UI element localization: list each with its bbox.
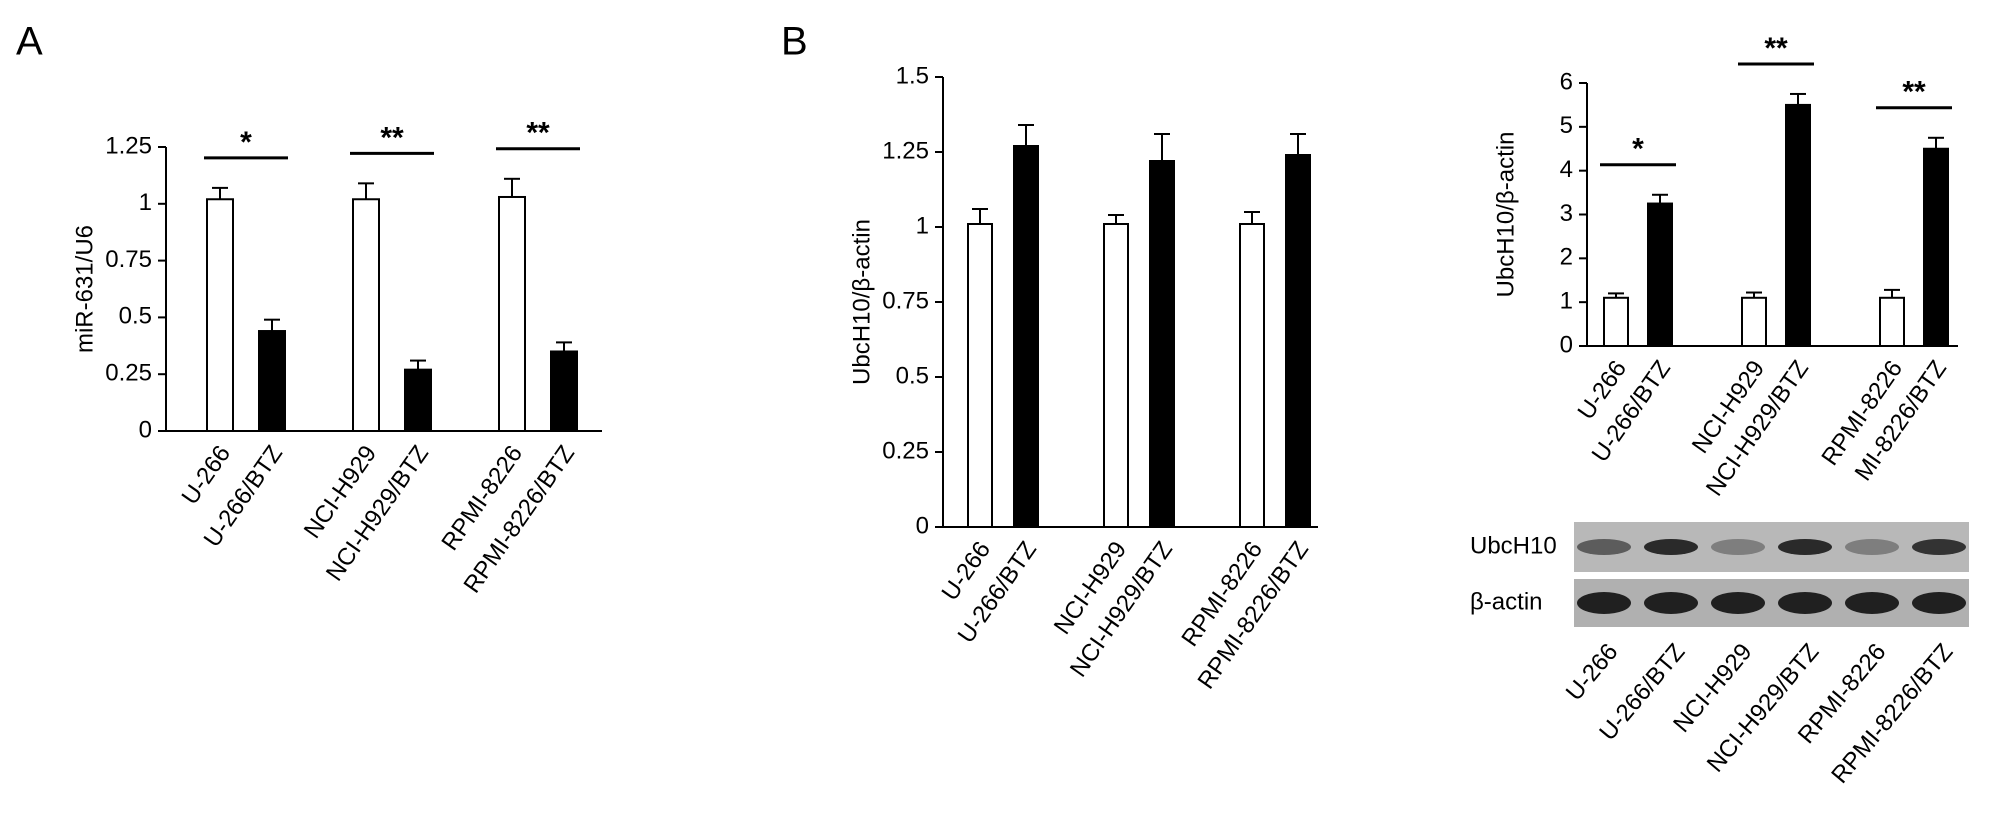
y-tick-label: 2 xyxy=(1560,244,1573,271)
bar xyxy=(1603,296,1629,347)
bar xyxy=(1013,145,1039,528)
blot-row-label: β-actin xyxy=(1470,588,1543,615)
y-tick-label: 0.75 xyxy=(882,287,929,314)
bar xyxy=(1741,296,1767,347)
significance-label: ** xyxy=(1764,32,1788,65)
bar xyxy=(1285,154,1311,528)
bar xyxy=(352,198,380,432)
y-tick-label: 0.5 xyxy=(896,362,929,389)
band xyxy=(1845,592,1899,614)
y-tick-label: 0 xyxy=(916,512,929,539)
bar xyxy=(1923,147,1949,347)
y-tick-label: 1.25 xyxy=(105,132,152,159)
western-blot: UbcH10β-actinU-266U-266/BTZNCI-H929NCI-H… xyxy=(1470,522,1969,789)
band xyxy=(1778,592,1832,614)
band xyxy=(1912,592,1966,614)
bar xyxy=(1239,223,1265,528)
panel-label: A xyxy=(16,20,43,64)
y-tick-label: 5 xyxy=(1560,112,1573,139)
bar xyxy=(967,223,993,528)
bar xyxy=(498,195,526,432)
y-tick-label: 0.75 xyxy=(105,246,152,273)
lane-label: U-266 xyxy=(1561,639,1624,706)
significance-label: ** xyxy=(1902,76,1926,109)
band xyxy=(1912,539,1966,555)
y-tick-label: 0 xyxy=(139,416,152,443)
lane-label: RPMI-8226/BTZ xyxy=(1826,639,1958,789)
y-tick-label: 1 xyxy=(1560,288,1573,315)
y-tick-label: 1.25 xyxy=(882,137,929,164)
significance-label: ** xyxy=(526,117,550,150)
y-tick-label: 1 xyxy=(916,212,929,239)
y-tick-label: 0.5 xyxy=(119,303,152,330)
significance-label: ** xyxy=(380,121,404,154)
bar xyxy=(1879,296,1905,347)
significance-label: * xyxy=(1632,133,1644,166)
bar xyxy=(1103,223,1129,528)
bar xyxy=(1785,103,1811,347)
y-axis-label: miR-631/U6 xyxy=(71,225,98,353)
significance-label: * xyxy=(240,126,252,159)
y-axis-label: UbcH10/β-actin xyxy=(1492,132,1519,298)
y-tick-label: 0.25 xyxy=(105,360,152,387)
y-axis-label: UbcH10/β-actin xyxy=(848,219,875,385)
y-tick-label: 1 xyxy=(139,189,152,216)
y-tick-label: 3 xyxy=(1560,200,1573,227)
blot-strip xyxy=(1574,579,1969,627)
band xyxy=(1711,539,1765,555)
band xyxy=(1577,592,1631,614)
bar xyxy=(404,368,432,433)
band xyxy=(1845,539,1899,555)
bar xyxy=(206,198,234,432)
panel-label: B xyxy=(781,20,808,64)
bar xyxy=(550,350,578,433)
band xyxy=(1644,539,1698,555)
band xyxy=(1644,592,1698,614)
band xyxy=(1711,592,1765,614)
y-tick-label: 0.25 xyxy=(882,437,929,464)
blot-strip xyxy=(1574,522,1969,572)
y-tick-label: 1.5 xyxy=(896,62,929,89)
bar xyxy=(258,330,286,433)
y-tick-label: 6 xyxy=(1560,68,1573,95)
bar xyxy=(1647,202,1673,347)
band xyxy=(1577,539,1631,555)
bar xyxy=(1149,160,1175,528)
band xyxy=(1778,539,1832,555)
y-tick-label: 4 xyxy=(1560,156,1573,183)
y-tick-label: 0 xyxy=(1560,331,1573,358)
blot-row-label: UbcH10 xyxy=(1470,532,1557,559)
